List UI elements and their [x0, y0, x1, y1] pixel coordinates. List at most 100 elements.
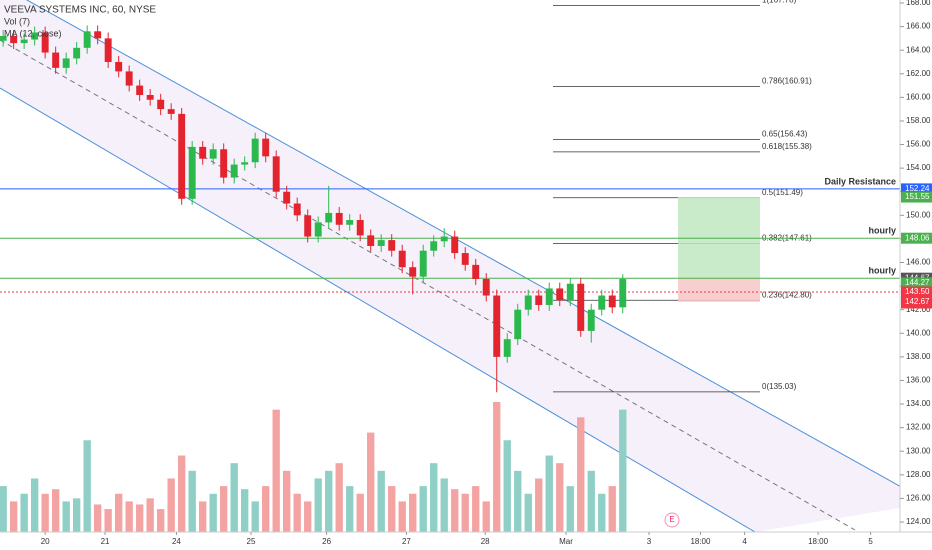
volume-bar	[398, 501, 406, 532]
y-tick-label: 126.00	[906, 494, 931, 503]
fib-label: 0.5(151.49)	[762, 188, 803, 197]
volume-bar	[125, 501, 133, 532]
candle-body	[0, 36, 7, 41]
price-tag-label: 143.50	[905, 287, 930, 296]
x-tick-label: 20	[41, 537, 50, 546]
candle-body	[503, 339, 511, 357]
x-tick-label: 25	[247, 537, 256, 546]
price-tag-label: 151.55	[905, 192, 930, 201]
candle-body	[577, 283, 585, 331]
price-tag-label: 144.27	[905, 278, 930, 287]
x-tick-label: Mar	[559, 537, 573, 546]
y-tick-label: 158.00	[906, 116, 931, 125]
candle-body	[440, 236, 448, 242]
price-tag	[901, 183, 932, 195]
candle-body	[514, 309, 522, 340]
y-tick-label: 154.00	[906, 163, 931, 172]
volume-bar	[493, 402, 501, 532]
candle-body	[115, 61, 123, 72]
volume-bar	[62, 501, 70, 532]
level-label: Daily Resistance	[824, 176, 896, 186]
price-tag	[901, 277, 932, 289]
volume-bar	[304, 501, 312, 532]
candle-body	[598, 295, 606, 310]
volume-bar	[20, 493, 28, 532]
y-tick-label: 156.00	[906, 140, 931, 149]
volume-bar	[230, 463, 238, 532]
fib-label: 1(167.78)	[762, 0, 797, 5]
y-tick-label: 138.00	[906, 352, 931, 361]
fib-label: 0.618(155.38)	[762, 142, 812, 151]
channel-fill	[0, 0, 900, 532]
price-tag-label: 152.24	[905, 184, 930, 193]
candle-body	[167, 109, 175, 114]
candle-body	[20, 39, 28, 44]
volume-bar	[587, 470, 595, 532]
volume-bar	[199, 501, 207, 532]
volume-bar	[314, 478, 322, 532]
volume-bar	[146, 498, 154, 532]
volume-bar	[388, 486, 396, 532]
candle-body	[83, 31, 91, 48]
x-tick-label: 27	[402, 537, 411, 546]
volume-bar	[83, 440, 91, 532]
y-tick-label: 124.00	[906, 517, 931, 526]
candle-body	[619, 279, 627, 308]
x-tick-label: 28	[481, 537, 490, 546]
volume-bar	[461, 493, 469, 532]
candle-body	[535, 295, 543, 305]
drawings	[0, 0, 900, 532]
position-target	[678, 197, 760, 279]
y-tick-label: 146.00	[906, 258, 931, 267]
candle-body	[304, 215, 312, 237]
fib-label: 0.236(142.80)	[762, 290, 812, 299]
price-tag-label: 142.67	[905, 297, 930, 306]
volume-bar	[9, 501, 18, 532]
candle-body	[125, 71, 133, 86]
candle-body	[314, 222, 322, 237]
volume-bar	[325, 470, 333, 532]
event-marker	[664, 512, 680, 528]
volume-bar	[272, 409, 280, 532]
volume-bar	[157, 509, 165, 532]
volume-bar	[30, 478, 39, 532]
candle-body	[430, 241, 438, 251]
volume-bar	[135, 504, 144, 532]
x-tick-label: 18:00	[808, 537, 829, 546]
candle-body	[409, 267, 417, 277]
candle-body	[73, 47, 81, 59]
candle-body	[241, 162, 249, 165]
candle-body	[52, 52, 60, 68]
volume-bar	[598, 493, 606, 532]
candle-body	[356, 220, 364, 236]
y-tick-label: 134.00	[906, 399, 931, 408]
y-tick-label: 168.00	[906, 0, 931, 7]
fib-label: 0(135.03)	[762, 382, 797, 391]
level-label: hourly	[868, 266, 896, 276]
candle-body	[262, 138, 270, 157]
volume-bar	[293, 493, 301, 532]
candle-body	[230, 164, 238, 178]
volume-bar	[356, 493, 364, 532]
candle-body	[545, 288, 553, 305]
price-tag	[901, 232, 932, 244]
price-tag	[901, 296, 932, 308]
candle-body	[209, 149, 217, 159]
channel-lower	[0, 87, 756, 532]
volume-bar	[524, 493, 532, 532]
volume-bar	[619, 409, 627, 532]
candle-body	[388, 240, 396, 251]
x-tick-label: 18:00	[690, 537, 711, 546]
y-tick-label: 140.00	[906, 328, 931, 337]
y-tick-label: 132.00	[906, 423, 931, 432]
y-tick-label: 166.00	[906, 22, 931, 31]
x-tick-label: 21	[101, 537, 110, 546]
candle-body	[272, 156, 280, 192]
volume-bar	[440, 478, 448, 532]
y-tick-label: 128.00	[906, 470, 931, 479]
candle-body	[482, 279, 490, 296]
y-tick-label: 150.00	[906, 210, 931, 219]
candle-body	[493, 295, 501, 357]
